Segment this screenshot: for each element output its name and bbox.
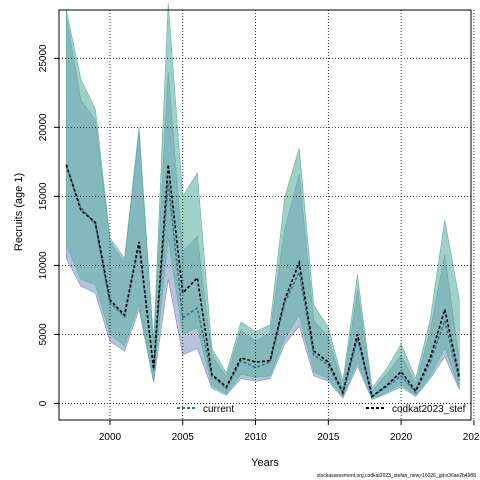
x-tick-label: 2020 xyxy=(390,432,413,443)
y-axis-title: Recruits (age 1) xyxy=(13,173,25,251)
band-codkat2023 xyxy=(65,3,460,400)
x-axis-title: Years xyxy=(251,457,279,469)
x-tick-label: 2005 xyxy=(172,432,195,443)
y-tick-label: 0 xyxy=(38,400,49,406)
y-tick-label: 5000 xyxy=(38,323,49,346)
x-axis: 2000 2005 2010 2015 2020 2025 xyxy=(99,420,480,443)
series-lines xyxy=(65,164,461,398)
y-tick-label: 10000 xyxy=(38,251,49,279)
y-tick-label: 25000 xyxy=(38,44,49,72)
grid-lines xyxy=(59,10,475,420)
y-tick-label: 20000 xyxy=(38,113,49,141)
x-tick-label: 2000 xyxy=(99,432,122,443)
x-tick-label: 2025 xyxy=(463,432,480,443)
y-axis: 0 5000 10000 15000 20000 25000 xyxy=(38,44,59,406)
footnote: stockassessment.org,codkat2023_stefan_ne… xyxy=(317,473,477,479)
plot-frame xyxy=(58,9,472,421)
x-tick-label: 2010 xyxy=(244,432,267,443)
line-codkat2023 xyxy=(65,164,461,398)
legend-label-current: current xyxy=(203,404,234,415)
legend-label-codkat2023: codkat2023_stef xyxy=(392,404,466,415)
legend: current codkat2023_stef xyxy=(177,404,466,415)
confidence-bands xyxy=(65,3,460,400)
x-tick-label: 2015 xyxy=(317,432,340,443)
y-tick-label: 15000 xyxy=(38,182,49,210)
